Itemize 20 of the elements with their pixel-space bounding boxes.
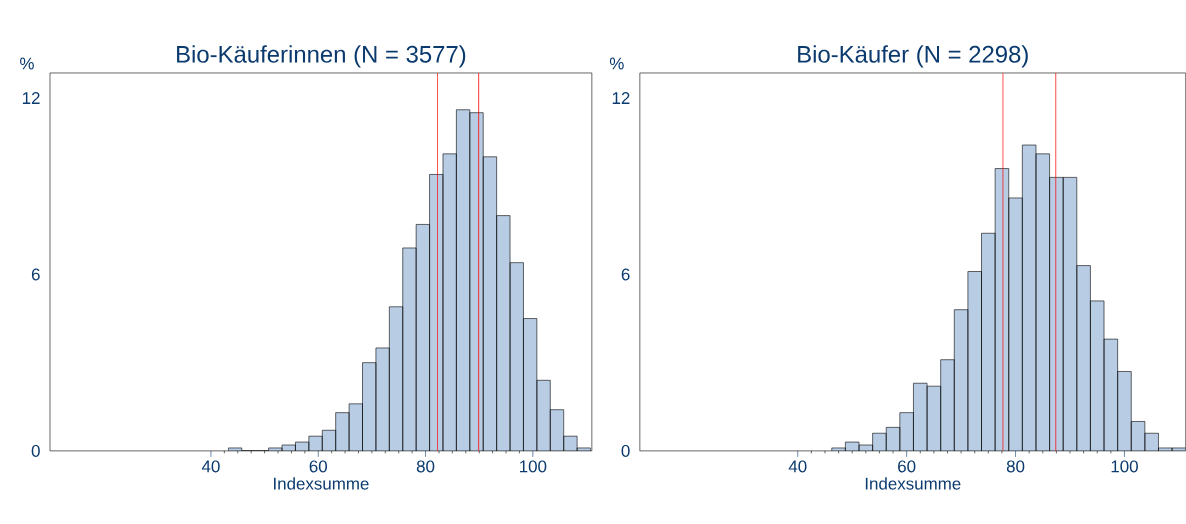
y-tick-label: 12 — [612, 92, 630, 104]
chart-title: Bio-Käuferinnen (N = 3577) — [177, 45, 466, 68]
x-tick-label: 100 — [1111, 460, 1138, 473]
x-axis-title: Indexsumme — [274, 477, 369, 490]
x-tick-label: 60 — [898, 460, 916, 473]
x-tick-label: 100 — [520, 460, 547, 473]
chart-title: Bio-Käufer (N = 2298) — [798, 45, 1028, 68]
x-tick-label: 80 — [1006, 460, 1025, 473]
y-tick-label: 6 — [621, 268, 630, 281]
x-tick-label: 80 — [416, 460, 435, 473]
y-axis-title: % — [20, 57, 34, 70]
y-axis-title: % — [609, 57, 624, 70]
y-tick-label: 6 — [31, 268, 40, 281]
y-tick-label: 12 — [22, 92, 40, 104]
x-tick-label: 60 — [309, 460, 327, 473]
x-tick-label: 40 — [201, 460, 220, 473]
y-tick-label: 0 — [31, 444, 40, 457]
x-axis-title: Indexsumme — [865, 477, 961, 490]
y-tick-label: 0 — [621, 444, 630, 457]
x-tick-label: 40 — [788, 460, 807, 473]
